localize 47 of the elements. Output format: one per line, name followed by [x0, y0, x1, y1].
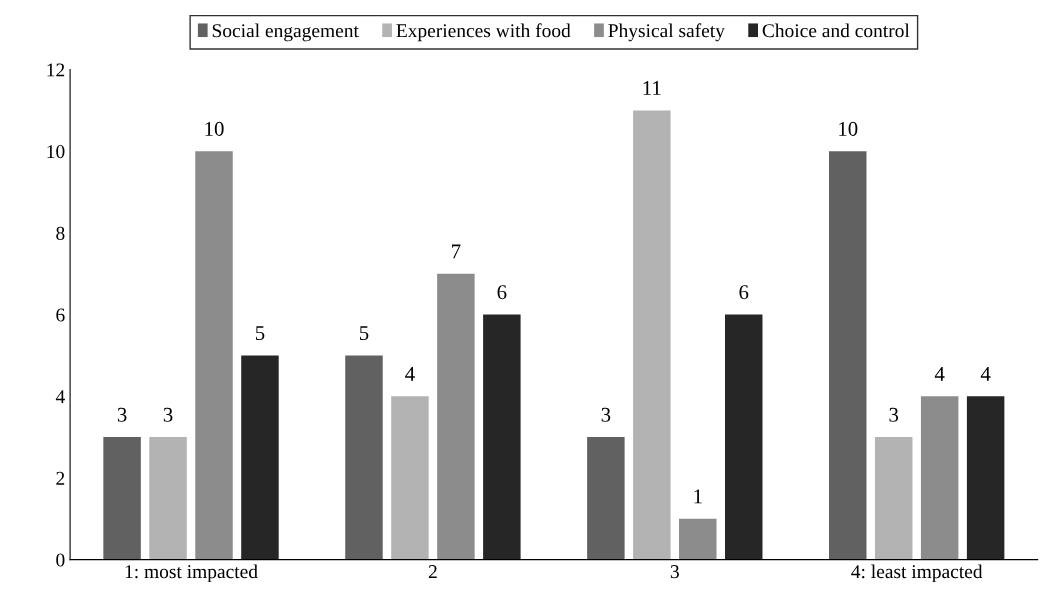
- bar: [103, 437, 141, 560]
- x-tick-label: 4: least impacted: [851, 564, 983, 583]
- bar: [195, 151, 233, 560]
- y-tick-label: 2: [56, 471, 65, 485]
- bar: [633, 110, 671, 560]
- legend-label: Physical safety: [608, 23, 725, 42]
- data-label: 11: [643, 81, 661, 95]
- data-label: 3: [117, 407, 127, 422]
- data-label: 10: [839, 121, 858, 136]
- data-label: 5: [359, 326, 369, 341]
- data-label: 6: [739, 285, 749, 300]
- bar: [679, 518, 717, 560]
- bar: [874, 437, 913, 560]
- legend-label: Social engagement: [212, 23, 359, 42]
- y-tick-label: 0: [56, 553, 65, 567]
- data-label: 4: [934, 367, 945, 381]
- data-label: 3: [601, 407, 611, 422]
- data-label: 3: [889, 407, 899, 422]
- bar: [587, 437, 625, 560]
- legend-label: Choice and control: [762, 23, 910, 38]
- bar: [724, 314, 763, 560]
- y-tick-label: 6: [56, 308, 65, 322]
- x-tick-label: 3: [670, 565, 679, 579]
- bar: [829, 151, 867, 560]
- bar: [920, 396, 959, 560]
- y-tick-label: 8: [56, 226, 65, 240]
- data-label: 4: [980, 367, 991, 381]
- data-label: 7: [452, 244, 461, 259]
- x-tick-label: 1: most impacted: [125, 564, 258, 583]
- y-tick-label: 4: [55, 390, 65, 404]
- data-label: 4: [405, 367, 415, 381]
- x-tick-label: 2: [428, 565, 437, 578]
- data-label: 3: [163, 407, 173, 422]
- bar: [345, 355, 383, 560]
- data-label: 5: [255, 326, 265, 341]
- bar: [437, 273, 475, 560]
- bar: [966, 396, 1005, 560]
- bar: [391, 396, 429, 560]
- y-tick-label: 10: [47, 145, 65, 159]
- data-label: 1: [694, 489, 702, 504]
- y-tick-label: 12: [47, 63, 65, 77]
- data-label: 6: [497, 285, 507, 300]
- bar: [241, 355, 279, 560]
- bar: [483, 314, 521, 560]
- legend-label: Experiences with food: [396, 23, 571, 42]
- data-label: 10: [205, 121, 224, 136]
- bar: [149, 437, 187, 560]
